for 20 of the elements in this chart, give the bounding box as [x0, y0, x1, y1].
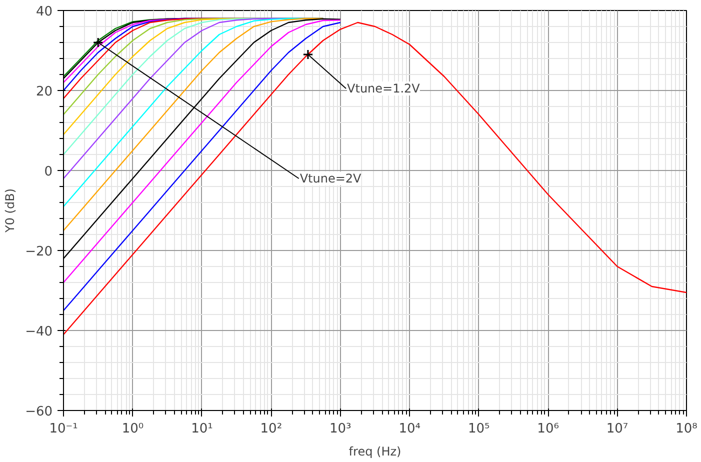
y-tick-label: 0 [44, 164, 53, 180]
annotation: Vtune=2V [300, 172, 362, 186]
annotation: Vtune=1.2V [347, 82, 421, 96]
x-axis-title: freq (Hz) [348, 444, 402, 458]
x-tick-label: 10² [260, 422, 282, 436]
x-tick-label: 10⁸ [676, 422, 698, 436]
y-tick-label: 40 [36, 4, 53, 20]
x-tick-label: 10⁷ [606, 422, 628, 436]
x-tick-label: 10¹ [191, 422, 213, 436]
x-tick-label: 10⁵ [468, 422, 490, 436]
x-tick-label: 10⁰ [122, 422, 144, 436]
x-tick-label: 10⁶ [537, 422, 559, 436]
x-tick-label: 10⁴ [398, 422, 420, 436]
x-tick-label: 10⁻¹ [49, 422, 78, 436]
y-axis-title: Y0 (dB) [3, 188, 18, 234]
y-tick-label: −60 [25, 404, 53, 420]
y-tick-label: 20 [36, 84, 53, 100]
y-tick-label: −40 [25, 324, 53, 340]
y-tick-label: −20 [25, 244, 53, 260]
x-tick-label: 10³ [330, 422, 352, 436]
